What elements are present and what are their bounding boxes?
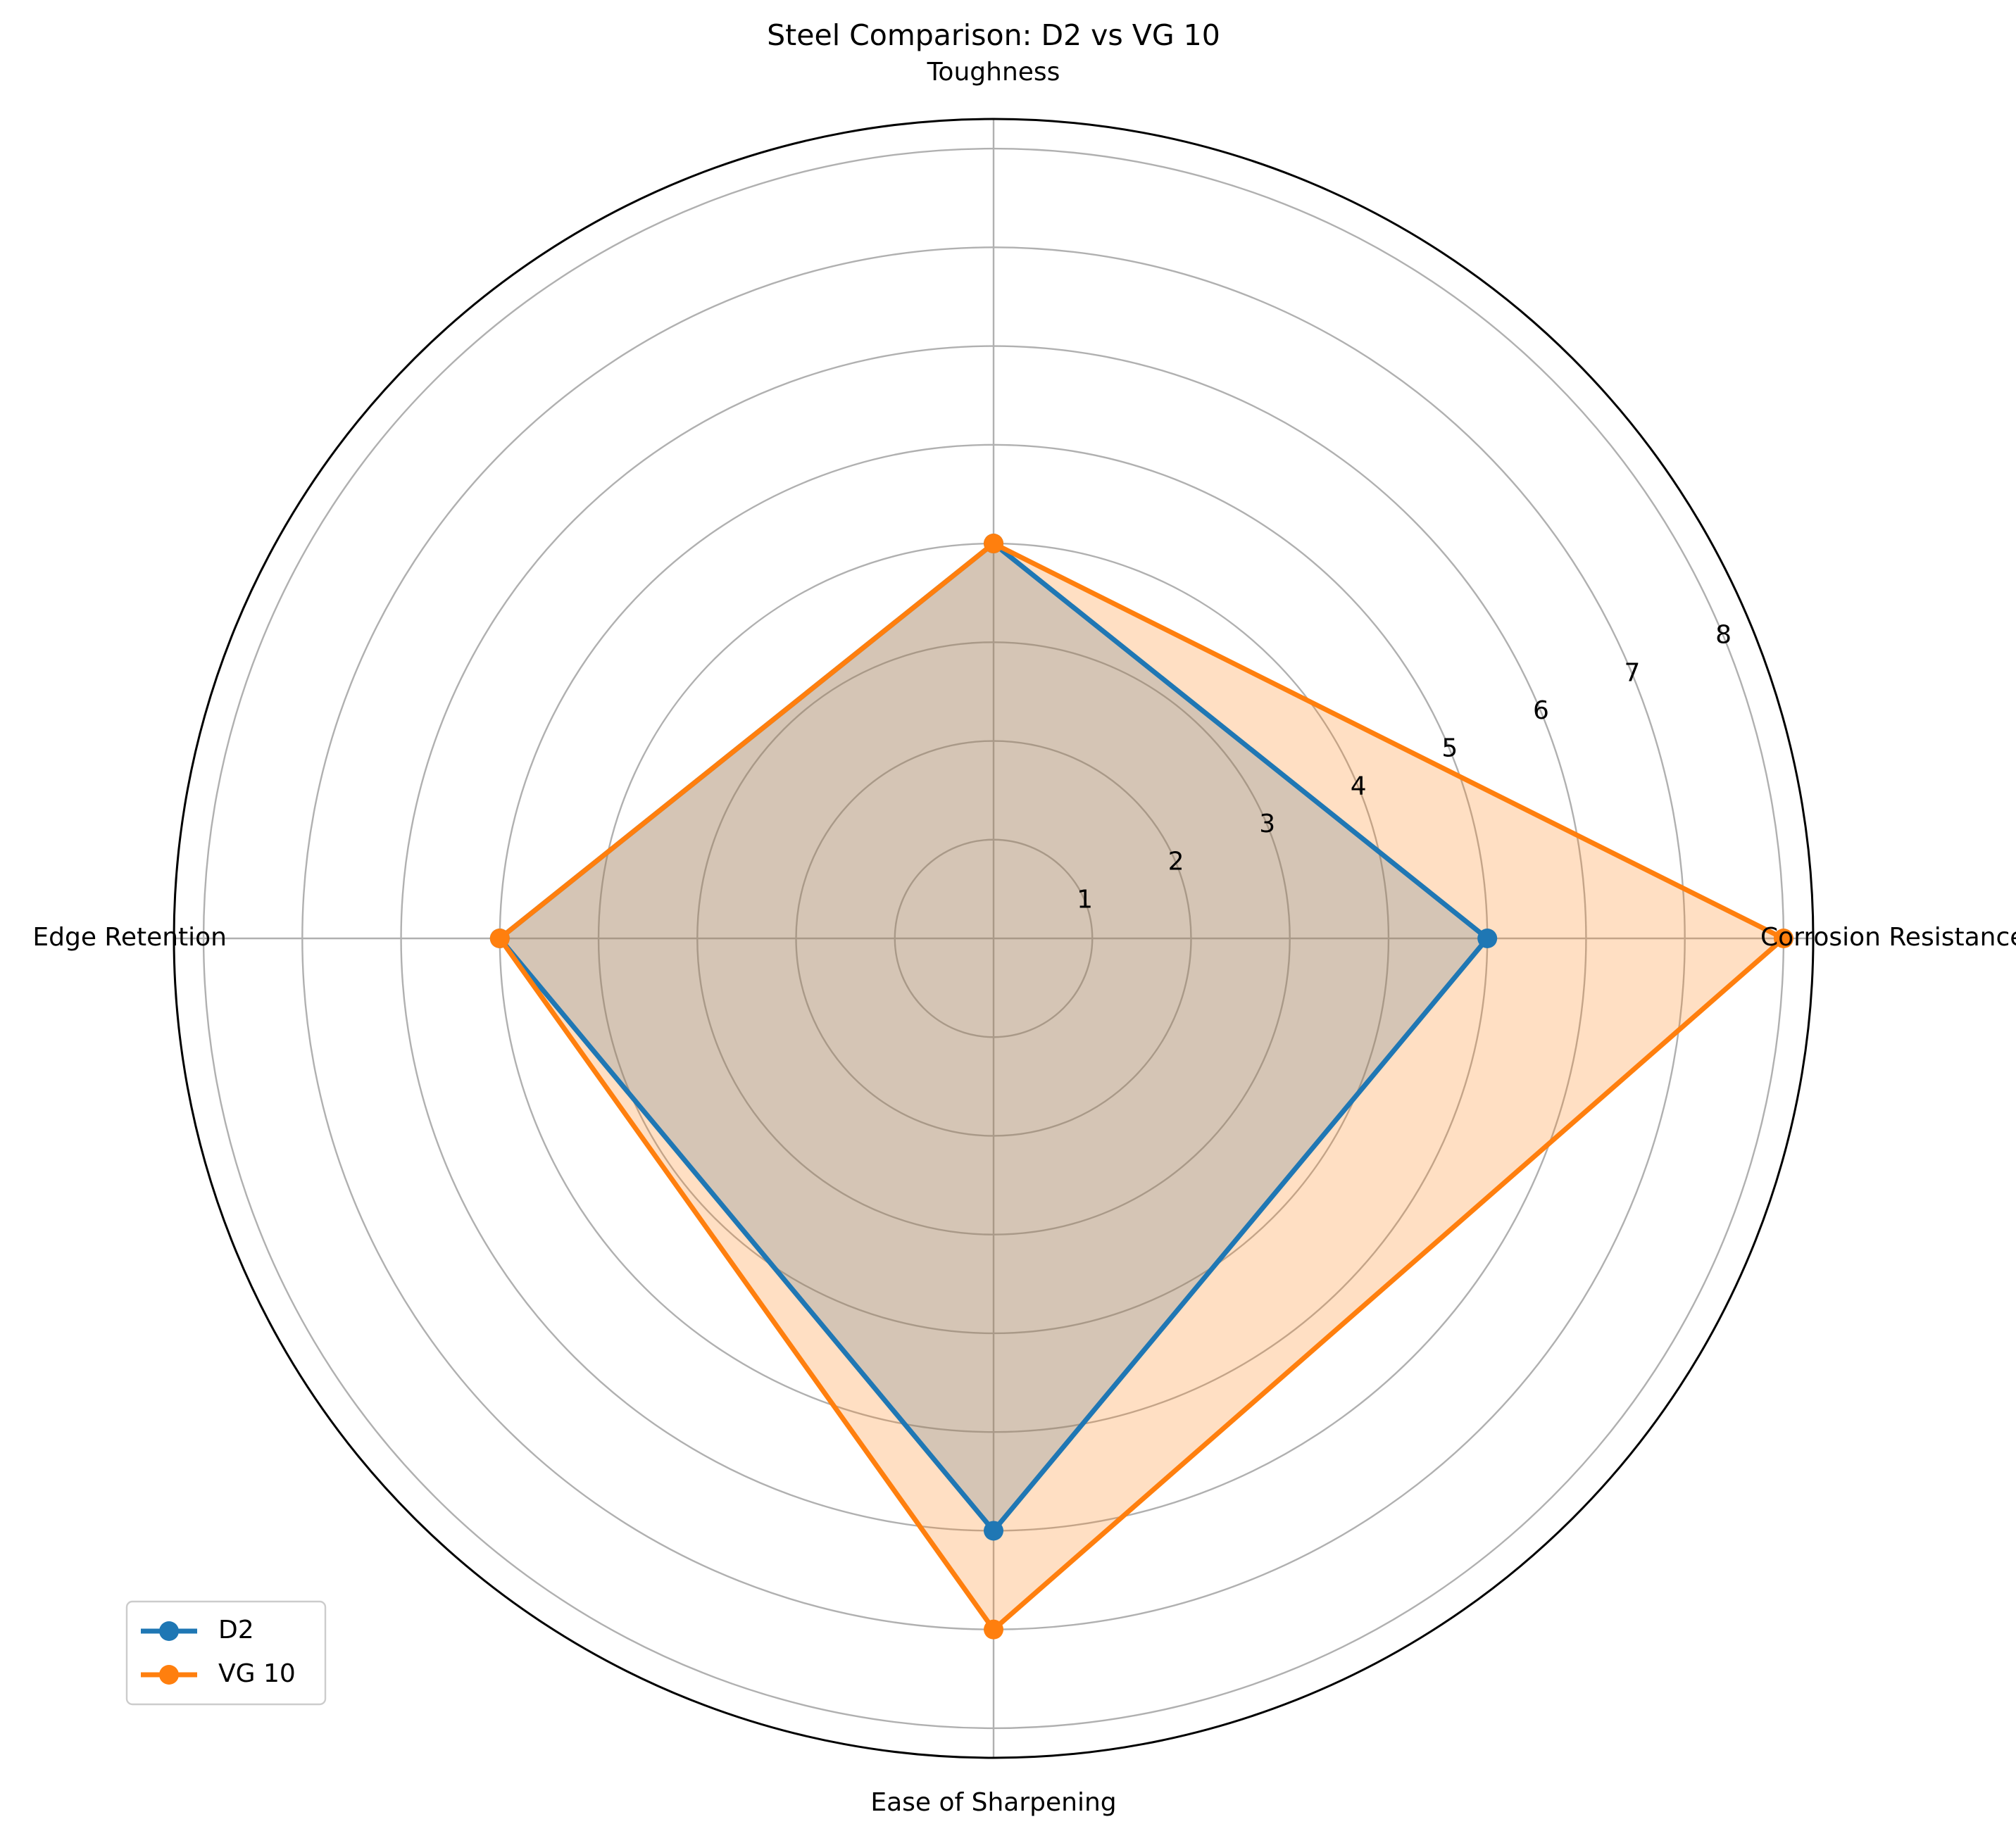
chart-title: Steel Comparison: D2 vs VG 10: [767, 18, 1220, 52]
legend: D2 VG 10: [125, 1600, 327, 1706]
r-tick-label: 3: [1259, 810, 1275, 838]
legend-label: VG 10: [218, 1659, 296, 1688]
data-point: [984, 1619, 1003, 1640]
r-tick-label: 5: [1441, 734, 1458, 763]
legend-marker: [159, 1621, 179, 1641]
data-point: [1773, 929, 1793, 948]
legend-label: D2: [218, 1616, 254, 1644]
series-layer: [489, 534, 1793, 1640]
series-fill: [499, 543, 1784, 1630]
r-tick-label: 2: [1168, 848, 1184, 876]
r-tick-label: 4: [1351, 772, 1367, 800]
legend-marker: [159, 1665, 179, 1685]
data-point: [1477, 929, 1498, 948]
r-tick-label: 8: [1715, 621, 1732, 650]
data-point: [984, 1521, 1003, 1541]
r-tick-label: 1: [1077, 885, 1093, 914]
series-fill: [499, 543, 1488, 1531]
label-layer: 1 2 3 4 5 6 7 8 Corrosion Resistance Toughness Edg…: [32, 58, 2016, 1817]
data-point: [984, 534, 1003, 554]
category-label: Edge Retention: [32, 923, 227, 952]
r-tick-label: 7: [1624, 658, 1641, 687]
polar-spine: [173, 118, 1815, 1759]
category-label: Ease of Sharpening: [870, 1788, 1116, 1817]
category-label: Toughness: [927, 58, 1060, 87]
r-tick-label: 6: [1533, 696, 1549, 725]
data-point: [489, 929, 510, 948]
category-label: Corrosion Resistance: [1760, 923, 2016, 952]
